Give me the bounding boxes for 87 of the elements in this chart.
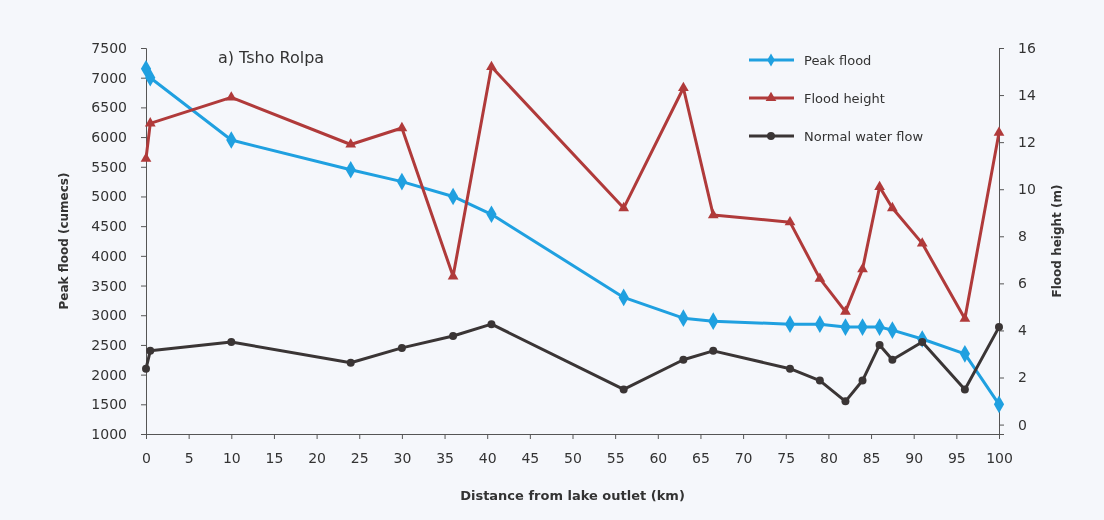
point bbox=[227, 337, 236, 346]
x-tick-label: 5 bbox=[184, 449, 194, 466]
y2-tick-label: 2 bbox=[1018, 369, 1027, 386]
legend-label: Normal water flow bbox=[804, 129, 924, 144]
point bbox=[995, 323, 1003, 332]
point bbox=[487, 320, 496, 329]
x-tick-label: 15 bbox=[265, 449, 284, 466]
x-tick-label: 75 bbox=[777, 449, 796, 466]
point bbox=[786, 364, 794, 373]
point bbox=[887, 201, 898, 212]
point bbox=[857, 263, 868, 273]
point bbox=[678, 81, 689, 92]
point bbox=[815, 376, 824, 385]
y-tick-label: 2500 bbox=[91, 336, 127, 353]
point bbox=[707, 208, 719, 219]
y2-tick-label: 16 bbox=[1018, 39, 1036, 56]
x-tick-label: 80 bbox=[819, 449, 838, 466]
y-tick-label: 3000 bbox=[91, 307, 127, 324]
point bbox=[346, 358, 355, 367]
point bbox=[888, 355, 897, 364]
y-tick-label: 6500 bbox=[91, 99, 127, 116]
y2-tick-label: 8 bbox=[1018, 228, 1027, 245]
point bbox=[396, 121, 408, 132]
x-tick-label: 0 bbox=[142, 449, 151, 466]
y2-tick-label: 0 bbox=[1018, 416, 1027, 433]
point bbox=[814, 272, 826, 282]
x-tick-label: 20 bbox=[308, 449, 327, 466]
point bbox=[840, 305, 851, 315]
point bbox=[875, 340, 884, 349]
point bbox=[709, 346, 718, 355]
legend-label: Flood height bbox=[804, 91, 885, 106]
x-tick-label: 100 bbox=[986, 449, 1013, 466]
x-tick-label: 35 bbox=[436, 449, 454, 466]
y2-tick-label: 4 bbox=[1018, 322, 1027, 339]
point bbox=[679, 355, 688, 364]
y-tick-label: 4000 bbox=[91, 247, 127, 264]
chart-title: a) Tsho Rolpa bbox=[217, 48, 325, 67]
point bbox=[618, 201, 630, 212]
y-tick-label: 1000 bbox=[91, 425, 127, 442]
point bbox=[449, 332, 458, 340]
point bbox=[345, 138, 357, 148]
y-tick-label: 7000 bbox=[91, 69, 127, 86]
point bbox=[874, 180, 885, 190]
y-tick-label: 1500 bbox=[91, 396, 127, 413]
point bbox=[397, 343, 406, 352]
x-tick-label: 60 bbox=[649, 449, 668, 466]
y-tick-label: 5000 bbox=[91, 188, 127, 205]
y-axis-title: Peak flood (cumecs) bbox=[57, 172, 71, 310]
x-tick-label: 40 bbox=[478, 449, 497, 466]
legend-label: Peak flood bbox=[804, 53, 872, 68]
point bbox=[960, 385, 969, 394]
point bbox=[144, 117, 156, 127]
x-tick-label: 55 bbox=[606, 449, 625, 466]
x-tick-label: 50 bbox=[564, 449, 582, 466]
x-tick-label: 25 bbox=[350, 449, 369, 466]
x-tick-label: 95 bbox=[947, 449, 966, 466]
point bbox=[140, 152, 152, 162]
point bbox=[225, 91, 237, 101]
y-tick-label: 6000 bbox=[91, 129, 127, 146]
point bbox=[146, 346, 155, 355]
y-tick-label: 4500 bbox=[91, 218, 127, 235]
y2-axis-title: Flood height (m) bbox=[1050, 184, 1064, 298]
point bbox=[959, 312, 971, 322]
y2-tick-label: 14 bbox=[1018, 87, 1036, 104]
y-tick-label: 5500 bbox=[91, 158, 127, 175]
x-tick-label: 45 bbox=[521, 449, 540, 466]
y2-tick-label: 12 bbox=[1018, 134, 1036, 151]
point bbox=[841, 397, 850, 406]
point bbox=[784, 215, 796, 226]
point bbox=[993, 126, 1005, 136]
point bbox=[619, 385, 628, 394]
point bbox=[916, 237, 928, 247]
y-tick-label: 2000 bbox=[91, 366, 127, 383]
x-tick-label: 70 bbox=[734, 449, 753, 466]
x-tick-label: 90 bbox=[905, 449, 924, 466]
point bbox=[486, 60, 497, 70]
x-tick-label: 10 bbox=[222, 449, 241, 466]
y2-tick-label: 6 bbox=[1018, 275, 1027, 292]
x-tick-label: 85 bbox=[862, 449, 881, 466]
x-axis-title: Distance from lake outlet (km) bbox=[460, 488, 685, 503]
y-tick-label: 7500 bbox=[91, 39, 127, 56]
y-tick-label: 3500 bbox=[91, 277, 127, 294]
point bbox=[142, 364, 150, 373]
x-tick-label: 30 bbox=[393, 449, 412, 466]
y2-tick-label: 10 bbox=[1018, 181, 1036, 198]
x-tick-label: 65 bbox=[692, 449, 710, 466]
point bbox=[858, 376, 867, 385]
